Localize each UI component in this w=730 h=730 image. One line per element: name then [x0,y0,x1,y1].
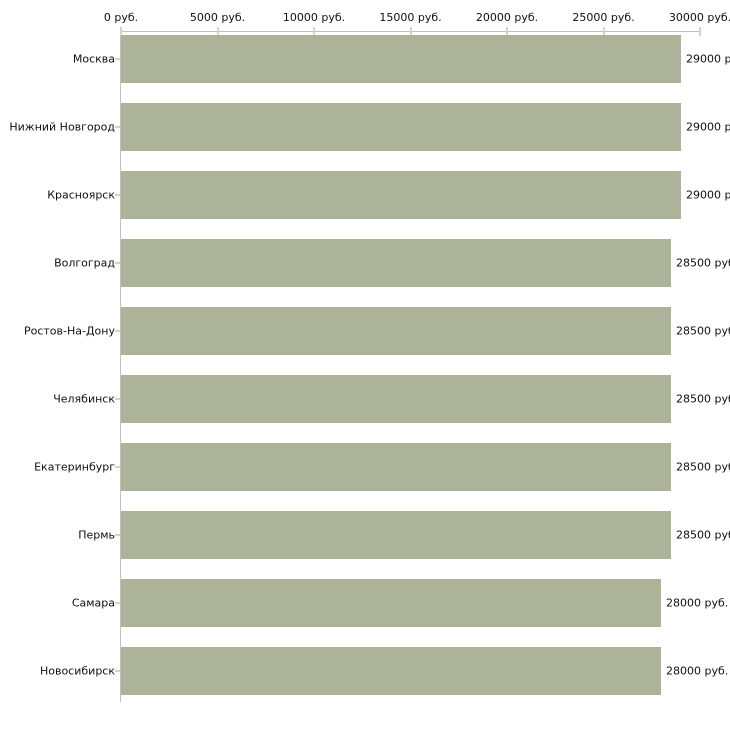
category-label: Пермь [78,528,115,541]
value-label: 29000 руб. [686,52,730,65]
x-axis-tick-label: 0 руб. [103,11,139,24]
category-label: Челябинск [53,392,115,405]
x-axis-tick-label: 15000 руб. [379,11,442,24]
value-label: 28000 руб. [666,664,729,677]
value-label: 28500 руб. [676,324,730,337]
value-label: 29000 руб. [686,188,730,201]
x-axis-tick-label: 20000 руб. [475,11,539,24]
category-label: Екатеринбург [34,460,115,473]
value-label: 28500 руб. [676,528,730,541]
bar [121,578,661,627]
category-tick-mark [115,261,120,264]
value-label: 28500 руб. [676,460,730,473]
x-axis-tick-label: 30000 руб. [668,11,730,24]
category-label: Волгоград [54,256,115,269]
x-axis-tick-label: 5000 руб. [189,11,246,24]
x-axis-tick-mark [506,27,508,36]
x-axis-tick-label: 10000 руб. [282,11,346,24]
value-label: 28500 руб. [676,256,730,269]
category-label: Ростов-На-Дону [23,324,115,337]
category-tick-mark [115,669,120,672]
category-tick-mark [115,57,120,60]
category-tick-mark [115,193,120,196]
x-axis-tick-mark [216,27,219,36]
bar [121,34,681,83]
category-label: Самара [71,596,115,609]
value-label: 29000 руб. [686,120,730,133]
category-tick-mark [115,465,120,468]
category-label: Красноярск [47,188,115,201]
category-tick-mark [115,329,120,332]
x-axis-tick-mark [120,27,122,36]
bar [121,374,671,423]
bar [121,306,671,355]
bar [121,510,671,559]
category-label: Новосибирск [39,664,115,677]
y-axis-line [120,31,121,702]
category-tick-mark [115,601,120,604]
category-tick-mark [115,533,120,536]
value-label: 28000 руб. [666,596,729,609]
x-axis-tick-mark [409,27,412,36]
category-tick-mark [115,397,120,400]
category-tick-mark [115,125,120,128]
bar [121,238,671,287]
x-axis-tick-mark [602,27,605,36]
bar [121,170,681,219]
category-label: Нижний Новгород [9,120,115,133]
value-label: 28500 руб. [676,392,730,405]
bar [121,442,671,491]
x-axis-tick-mark [313,27,315,36]
bar [121,646,661,695]
x-axis-tick-label: 25000 руб. [572,11,635,24]
category-label: Москва [72,52,115,65]
bar [121,102,681,151]
x-axis-tick-mark [699,27,701,36]
